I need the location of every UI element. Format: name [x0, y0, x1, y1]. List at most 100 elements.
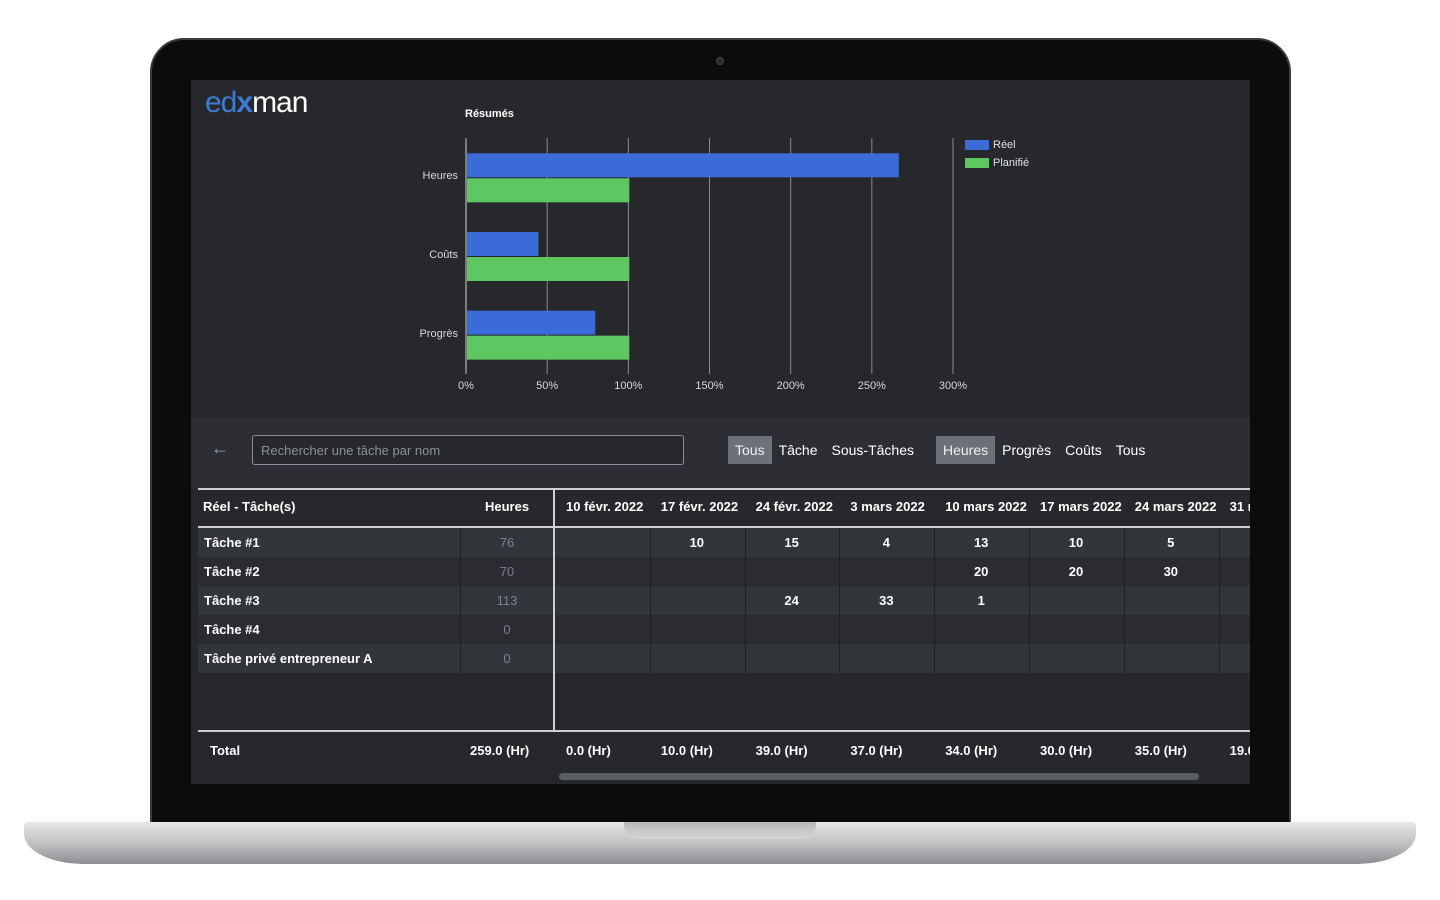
- summary-chart: [465, 138, 954, 374]
- cell-divider: [1029, 586, 1030, 615]
- bar-heures-planifié: [467, 178, 630, 203]
- total-date-cell: 34.0 (Hr): [945, 743, 998, 758]
- legend-swatch: [965, 158, 989, 168]
- date-cell[interactable]: 1: [977, 593, 985, 608]
- cell-divider: [744, 586, 746, 615]
- chart-title: Résumés: [465, 108, 514, 120]
- cell-divider: [839, 557, 841, 586]
- laptop-notch: [624, 822, 816, 839]
- task-search-input[interactable]: [252, 435, 684, 465]
- x-tick-label: 250%: [857, 380, 886, 392]
- cell-divider: [460, 557, 461, 586]
- chart-legend: Réel Planifié: [965, 136, 1029, 172]
- cell-divider: [839, 615, 841, 644]
- task-hours: 113: [496, 593, 518, 608]
- date-cell[interactable]: 4: [882, 535, 890, 550]
- category-label: Progrès: [419, 327, 458, 340]
- date-cell[interactable]: 30: [1163, 564, 1179, 579]
- cell-divider: [1218, 644, 1220, 673]
- header-divider-top: [198, 488, 1250, 490]
- bar-coûts-planifié: [467, 257, 630, 281]
- metric-filter-group: Heures Progrès Coûts Tous: [936, 436, 1152, 464]
- legend-swatch: [965, 140, 989, 150]
- x-tick-label: 50%: [536, 380, 559, 392]
- table-row[interactable]: Tâche privé entrepreneur A 0: [198, 644, 1250, 673]
- legend-label: Planifié: [993, 157, 1030, 169]
- date-cell[interactable]: 20: [973, 564, 989, 579]
- cell-divider: [1218, 528, 1220, 557]
- col-header-date: 31 m: [1229, 499, 1250, 514]
- cell-divider: [460, 644, 461, 673]
- total-date-cell: 39.0 (Hr): [755, 743, 808, 758]
- frozen-column-separator: [553, 488, 555, 732]
- metric-filter-tous[interactable]: Tous: [1109, 436, 1153, 464]
- cell-divider: [1123, 528, 1125, 557]
- total-date-cell: 37.0 (Hr): [850, 743, 903, 758]
- metric-filter-co-ts[interactable]: Coûts: [1058, 436, 1109, 464]
- cell-divider: [934, 586, 936, 615]
- date-cell[interactable]: 33: [879, 593, 894, 608]
- date-cell[interactable]: 10: [1068, 535, 1084, 550]
- logo-mark: x: [236, 86, 253, 119]
- cell-divider: [839, 528, 841, 557]
- cell-divider: [1029, 557, 1030, 586]
- bar-coûts-réel: [467, 232, 539, 256]
- total-date-cell: 30.0 (Hr): [1040, 743, 1093, 758]
- date-cell[interactable]: 5: [1167, 535, 1175, 550]
- legend-item[interactable]: Réel: [965, 136, 1029, 154]
- cell-divider: [744, 615, 746, 644]
- cell-divider: [839, 644, 841, 673]
- metric-filter-progr-s[interactable]: Progrès: [995, 436, 1058, 464]
- date-cell[interactable]: 24: [784, 593, 799, 608]
- app-logo[interactable]: edxman: [205, 86, 308, 120]
- table-row[interactable]: Tâche #3 113 24 33 1: [198, 586, 1250, 615]
- cell-divider: [744, 528, 746, 557]
- date-cell[interactable]: 15: [784, 535, 799, 550]
- cell-divider: [649, 557, 651, 586]
- cell-divider: [1218, 615, 1220, 644]
- col-header-date: 3 mars 2022: [850, 499, 925, 514]
- date-cell[interactable]: 10: [689, 535, 705, 550]
- x-tick-label: 200%: [776, 380, 805, 392]
- cell-divider: [460, 528, 461, 557]
- cell-divider: [649, 615, 651, 644]
- cell-divider: [1123, 644, 1125, 673]
- cell-divider: [934, 644, 936, 673]
- total-date-cell: 0.0 (Hr): [566, 743, 611, 758]
- total-date-cell: 35.0 (Hr): [1134, 743, 1187, 758]
- timesheet-table: Réel - Tâche(s) Heures 10 févr. 2022 17 f…: [198, 488, 1250, 784]
- back-arrow-icon[interactable]: ←: [211, 438, 229, 458]
- total-label: Total: [210, 743, 241, 758]
- x-tick-label: 300%: [938, 380, 968, 392]
- date-cell[interactable]: 20: [1068, 564, 1084, 579]
- col-header-date: 10 mars 2022: [945, 499, 1027, 514]
- table-row[interactable]: Tâche #1 76 10 15 4 13 10 5: [198, 528, 1250, 557]
- legend-item[interactable]: Planifié: [965, 154, 1029, 172]
- app-screen: edxman Résumés Heures Coûts Progrès 0% 50% 1…: [191, 80, 1250, 784]
- bar-progrès-planifié: [467, 335, 630, 360]
- cell-divider: [839, 586, 841, 615]
- metric-filter-heures[interactable]: Heures: [936, 436, 996, 464]
- table-row[interactable]: Tâche #4 0: [198, 615, 1250, 644]
- horizontal-scrollbar[interactable]: [559, 773, 1199, 780]
- cell-divider: [1218, 586, 1220, 615]
- table-row[interactable]: Tâche #2 70 20 20 30: [198, 557, 1250, 586]
- total-divider: [198, 730, 1250, 732]
- cell-divider: [460, 615, 461, 644]
- x-tick-label: 150%: [695, 380, 724, 392]
- col-header-date: 24 mars 2022: [1134, 499, 1217, 514]
- category-label: Coûts: [429, 249, 458, 261]
- type-filter-t-che[interactable]: Tâche: [772, 436, 825, 464]
- col-header-date: 17 mars 2022: [1040, 499, 1122, 514]
- cell-divider: [1029, 528, 1030, 557]
- date-cell[interactable]: 13: [973, 535, 989, 550]
- cell-divider: [744, 644, 746, 673]
- total-date-cell: 10.0 (Hr): [660, 743, 713, 758]
- cell-divider: [934, 557, 936, 586]
- type-filter-tous[interactable]: Tous: [728, 436, 772, 464]
- cell-divider: [1218, 557, 1220, 586]
- type-filter-sous-t-ches[interactable]: Sous-Tâches: [825, 436, 921, 464]
- cell-divider: [1123, 557, 1125, 586]
- task-name: Tâche #4: [204, 622, 260, 637]
